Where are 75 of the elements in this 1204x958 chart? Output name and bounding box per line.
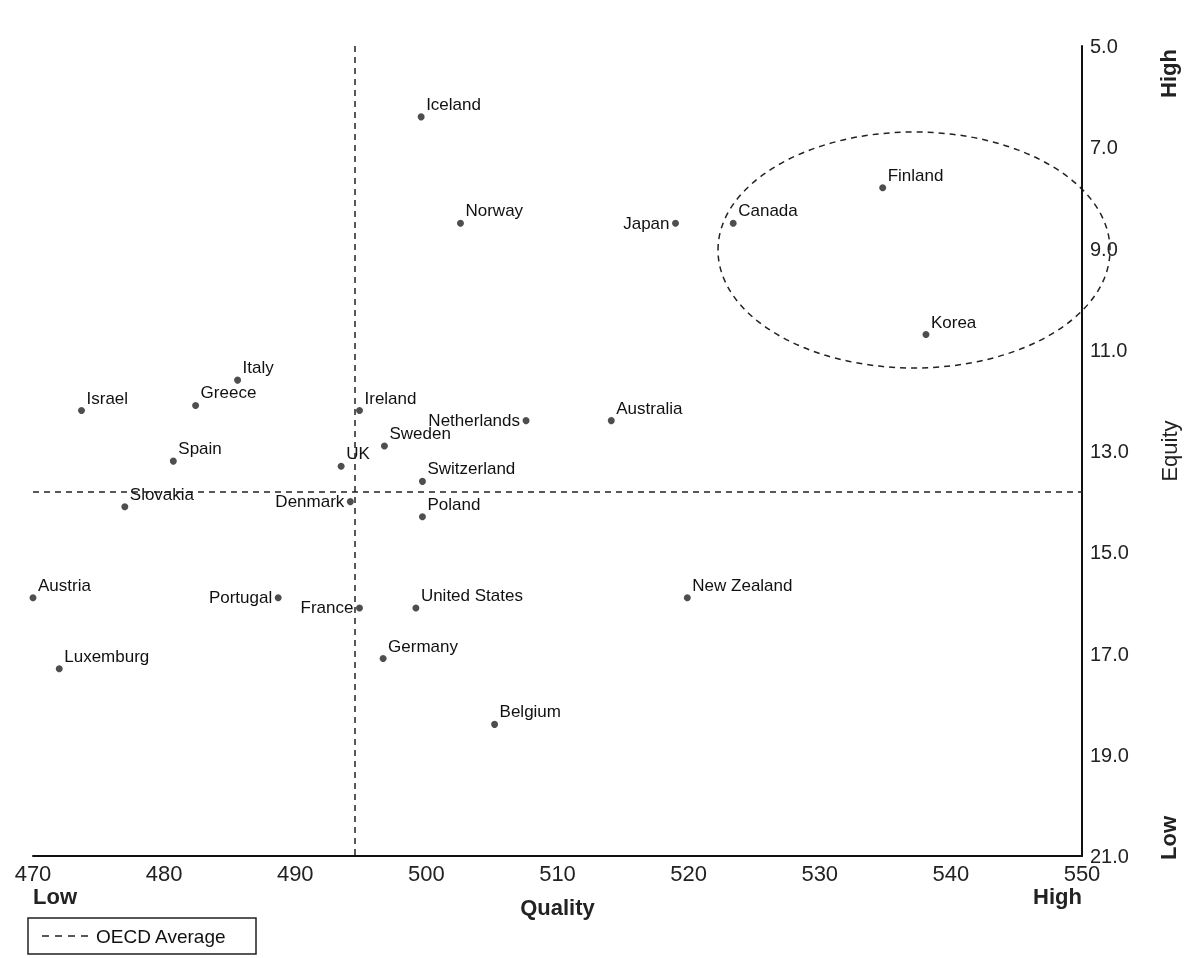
point (55, 665, 63, 673)
annotation: Slovakia (129, 484, 195, 504)
point (121, 503, 129, 511)
point (29, 594, 37, 602)
annotation: New Zealand (692, 575, 793, 595)
annotation: Canada (738, 201, 799, 221)
annotation: Australia (616, 398, 683, 418)
annotation: Italy (242, 358, 275, 378)
point (418, 513, 426, 521)
y-tick-label: 17.0 (1090, 642, 1129, 665)
annotation: Denmark (275, 492, 345, 512)
annotation: Switzerland (427, 459, 516, 479)
point (346, 498, 354, 506)
y-axis-title: Equity (1156, 420, 1182, 482)
text: Low (33, 883, 78, 909)
point (683, 594, 691, 602)
y-tick-label: 19.0 (1090, 743, 1129, 766)
annotation: Finland (887, 165, 944, 185)
point (607, 417, 615, 425)
text: High (1155, 49, 1181, 98)
x-tick-label: 500 (408, 860, 445, 886)
annotation: Belgium (499, 702, 561, 722)
y-tick-label: 9.0 (1090, 237, 1118, 260)
point (169, 457, 177, 465)
y-tick-label: 7.0 (1090, 136, 1118, 159)
y-tick-label: 11.0 (1090, 338, 1128, 361)
point (522, 417, 530, 425)
point (192, 401, 200, 409)
point (379, 655, 387, 663)
y-tick-label: 13.0 (1090, 440, 1129, 462)
point (380, 442, 388, 450)
annotation: Portugal (208, 588, 273, 608)
annotation: Ireland (364, 388, 417, 408)
point (274, 594, 282, 602)
annotation: UK (346, 444, 371, 464)
y-tick-label: 15.0 (1090, 541, 1129, 564)
x-tick-label: 480 (145, 860, 183, 886)
point (337, 462, 345, 470)
x-tick-label: 470 (14, 860, 52, 886)
point (922, 331, 930, 339)
point (729, 219, 737, 227)
point (418, 477, 426, 485)
annotation: Korea (930, 312, 977, 332)
annotation: Poland (427, 494, 481, 514)
annotation: Norway (465, 201, 524, 221)
point (456, 219, 464, 227)
text: High (1033, 883, 1082, 909)
point (491, 720, 499, 728)
annotation: Austria (38, 575, 92, 595)
point (412, 604, 420, 612)
x-tick-label: 490 (276, 860, 314, 886)
annotation: Spain (178, 439, 222, 459)
x-tick-label: 520 (670, 860, 707, 886)
legend-label: OECD Average (96, 925, 226, 947)
point (879, 184, 887, 192)
x-axis-title: Quality (520, 894, 596, 920)
x-tick-label: 540 (932, 860, 970, 886)
annotation: Luxemburg (64, 646, 150, 666)
annotation: Israel (86, 388, 129, 408)
x-tick-label: 530 (801, 860, 839, 886)
annotation: Japan (623, 213, 670, 233)
point (417, 113, 425, 121)
y-tick-label: 5.0 (1090, 35, 1118, 57)
annotation: Greece (200, 383, 257, 403)
annotation: Germany (388, 636, 459, 656)
point (356, 604, 363, 612)
point (672, 219, 680, 227)
point (78, 407, 86, 414)
text: Low (1155, 815, 1181, 860)
x-tick-label: 510 (539, 860, 576, 886)
annotation: Iceland (426, 94, 481, 114)
annotation: United States (420, 585, 523, 605)
annotation: France (300, 598, 354, 618)
point (356, 407, 363, 414)
point (234, 376, 242, 384)
